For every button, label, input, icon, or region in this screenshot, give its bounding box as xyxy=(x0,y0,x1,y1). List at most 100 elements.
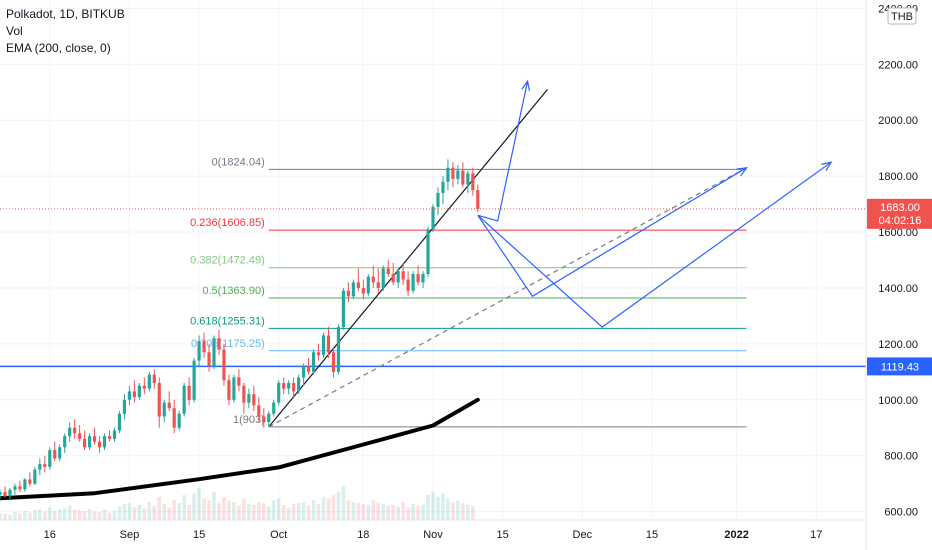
candle-body xyxy=(376,282,380,288)
candle-body xyxy=(306,366,311,372)
candle-body xyxy=(172,408,176,428)
volume-bar xyxy=(426,495,430,520)
candle-body xyxy=(167,402,171,409)
candle-body xyxy=(461,170,465,185)
volume-bar xyxy=(346,500,351,520)
volume-bar xyxy=(0,512,2,520)
time-tick-label: Nov xyxy=(423,529,443,541)
trend-lines[interactable] xyxy=(268,89,747,428)
volume-bar xyxy=(421,504,425,520)
last-price-countdown: 04:02:16 xyxy=(879,215,922,227)
horizontal-level-value: 1119.43 xyxy=(881,361,919,373)
candle-body xyxy=(441,181,445,193)
volume-bar xyxy=(396,506,400,520)
fib-level-label: 0.705(1175.25) xyxy=(191,338,265,350)
candle-body xyxy=(471,173,475,191)
volume-bar xyxy=(247,504,251,520)
time-tick-label: 15 xyxy=(193,529,205,541)
volume-bar xyxy=(102,509,107,520)
volume-bar xyxy=(232,502,236,520)
candle-body xyxy=(406,279,410,291)
time-axis[interactable]: 16 Sep 15 Oct 18 Nov 15 Dec 15 2022 17 xyxy=(0,519,866,541)
volume-bar xyxy=(411,504,415,520)
candle-body xyxy=(331,352,336,372)
ema-200-line xyxy=(0,397,480,501)
arrow-path xyxy=(477,167,747,298)
fib-level-label: 0.618(1255.31) xyxy=(190,315,265,327)
candle-body xyxy=(242,385,246,403)
price-tick-label: 1600.00 xyxy=(878,227,918,239)
candle-body xyxy=(361,287,365,294)
projection-arrows[interactable] xyxy=(477,79,833,328)
volume-bar xyxy=(311,500,316,520)
fib-level-label: 0.236(1606.85) xyxy=(190,217,265,229)
volume-bar xyxy=(67,505,72,520)
volume-bar xyxy=(237,505,241,520)
volume-bar xyxy=(376,503,380,520)
volume-bar xyxy=(122,504,127,520)
volume-bar xyxy=(331,495,336,520)
fib-level-label: 1(903) xyxy=(233,414,265,426)
price-tick-label: 1400.00 xyxy=(878,283,918,295)
volume-bar xyxy=(87,508,92,520)
volume-bar xyxy=(456,500,460,520)
price-tick-label: 2200.00 xyxy=(878,59,918,71)
candle-body xyxy=(117,413,122,431)
volume-bar xyxy=(8,514,12,520)
candle-body xyxy=(262,416,266,423)
horizontal-level-tag xyxy=(867,357,932,376)
volume-bar xyxy=(23,511,27,520)
volume-bars xyxy=(0,486,475,520)
legend-volume[interactable]: Vol xyxy=(6,24,23,38)
candle-body xyxy=(391,273,395,283)
volume-bar xyxy=(401,502,405,520)
currency-badge xyxy=(887,7,917,25)
candle-body xyxy=(371,276,375,283)
volume-bar xyxy=(112,510,117,520)
volume-bar xyxy=(222,496,226,520)
volume-bar xyxy=(406,507,410,520)
volume-bar xyxy=(28,512,32,520)
volume-bar xyxy=(296,503,301,520)
price-tick-label: 600.00 xyxy=(884,507,918,519)
candle-body xyxy=(53,450,57,459)
volume-bar xyxy=(53,510,57,520)
candle-body xyxy=(197,341,201,361)
candle-body xyxy=(346,290,350,297)
candle-body xyxy=(267,413,271,423)
candle-body xyxy=(92,436,97,442)
volume-bar xyxy=(182,495,186,520)
candle-body xyxy=(421,273,425,283)
volume-bar xyxy=(386,505,390,520)
volume-bar xyxy=(192,493,196,520)
volume-bar xyxy=(43,511,47,520)
arrow-head xyxy=(821,161,833,172)
candle-body xyxy=(396,271,400,283)
candle-body xyxy=(446,167,450,182)
candle-body xyxy=(127,391,131,400)
volume-bar xyxy=(142,508,147,520)
volume-bar xyxy=(202,498,206,520)
volume-bar xyxy=(137,504,142,520)
candle-body xyxy=(297,377,301,392)
volume-bar xyxy=(38,509,42,520)
volume-bar xyxy=(451,502,455,520)
volume-bar xyxy=(227,500,231,520)
candle-body xyxy=(247,394,251,403)
candle-body xyxy=(182,385,186,414)
volume-bar xyxy=(3,513,7,520)
volume-bar xyxy=(252,504,256,520)
volume-bar xyxy=(441,493,445,520)
volume-bar xyxy=(117,506,122,520)
volume-bar xyxy=(262,503,266,520)
volume-bar xyxy=(167,507,171,520)
price-axis[interactable]: 600.00 800.00 1000.00 1200.00 1400.00 1600.00… xyxy=(865,0,932,550)
price-tick-label: 1000.00 xyxy=(878,395,918,407)
volume-bar xyxy=(356,503,361,520)
candle-body xyxy=(177,413,181,428)
volume-bar xyxy=(257,502,261,520)
legend-symbol[interactable]: Polkadot, 1D, BITKUB xyxy=(6,7,125,21)
legend-ema[interactable]: EMA (200, close, 0) xyxy=(6,41,111,55)
time-tick-label: 15 xyxy=(497,529,509,541)
